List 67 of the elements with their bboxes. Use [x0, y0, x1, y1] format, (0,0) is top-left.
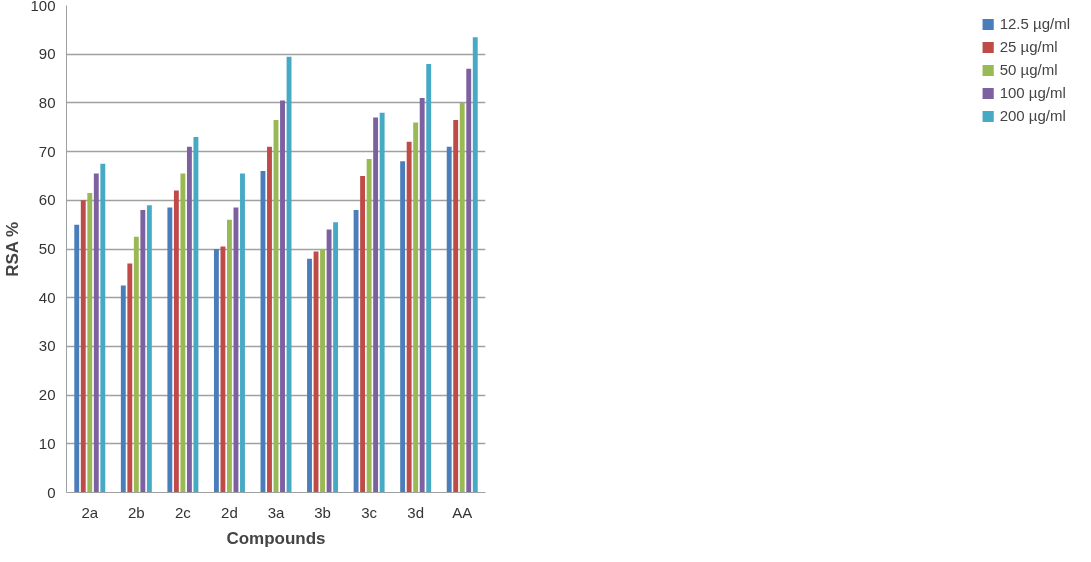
bar — [133, 236, 139, 493]
bar — [333, 222, 339, 493]
bar — [446, 146, 452, 493]
bar — [459, 102, 465, 493]
bar — [167, 207, 173, 493]
bar — [453, 119, 459, 493]
bar — [267, 146, 272, 493]
y-tick-label: 30 — [38, 337, 56, 355]
y-tick-label: 50 — [38, 240, 56, 257]
bar — [366, 158, 372, 493]
bar — [186, 146, 192, 493]
bar — [87, 192, 93, 493]
x-tick-label: 3c — [361, 503, 378, 521]
bar — [426, 63, 432, 493]
legend-label: 200 µg/ml — [999, 107, 1066, 124]
bar — [307, 258, 312, 493]
x-tick-label: 3d — [407, 503, 425, 521]
bar — [419, 98, 425, 493]
legend-label: 100 µg/ml — [999, 84, 1066, 101]
x-tick-label: 3b — [314, 503, 331, 521]
bar — [120, 285, 126, 493]
x-tick-label: 2b — [127, 503, 145, 521]
bar — [360, 175, 366, 493]
bar — [406, 141, 412, 493]
bar — [373, 117, 379, 493]
x-tick-label: 2d — [221, 503, 238, 521]
bar — [353, 210, 359, 493]
x-tick-label: AA — [452, 503, 473, 521]
bar — [213, 249, 219, 493]
bar — [240, 173, 245, 493]
x-tick-label: 2c — [174, 503, 192, 521]
y-axis-title: RSA % — [3, 221, 23, 277]
y-tick-label: 80 — [38, 93, 56, 111]
bar — [93, 173, 99, 493]
y-tick-label: 0 — [47, 483, 56, 501]
bar — [413, 122, 419, 493]
bar — [173, 190, 179, 493]
y-tick-label: 60 — [38, 191, 56, 209]
bar — [74, 224, 80, 493]
bar — [472, 37, 478, 493]
bar — [220, 246, 226, 493]
bar — [193, 136, 199, 493]
bar — [466, 68, 472, 493]
x-tick-label: 3a — [267, 503, 285, 521]
legend-label: 25 µg/ml — [999, 38, 1058, 55]
legend-label: 50 µg/ml — [999, 61, 1058, 78]
bar — [320, 249, 325, 493]
y-tick-label: 100 — [30, 0, 56, 14]
bar — [146, 205, 152, 493]
bar — [80, 200, 86, 493]
x-tick-label: 2a — [81, 503, 99, 521]
bar — [400, 161, 406, 493]
bar — [100, 163, 106, 493]
bar — [127, 263, 133, 493]
y-tick-label: 70 — [38, 142, 56, 160]
bar — [280, 100, 285, 493]
bar — [326, 229, 332, 493]
y-tick-label: 20 — [38, 386, 56, 404]
legend-label: 12.5 µg/ml — [999, 15, 1070, 32]
bar — [140, 210, 146, 493]
y-tick-label: 40 — [38, 288, 56, 306]
bar — [227, 219, 232, 493]
bar — [180, 173, 186, 493]
y-tick-label: 90 — [38, 45, 56, 63]
y-tick-label: 10 — [38, 434, 56, 452]
x-axis-title: Compounds — [226, 528, 326, 548]
bar — [379, 112, 385, 493]
